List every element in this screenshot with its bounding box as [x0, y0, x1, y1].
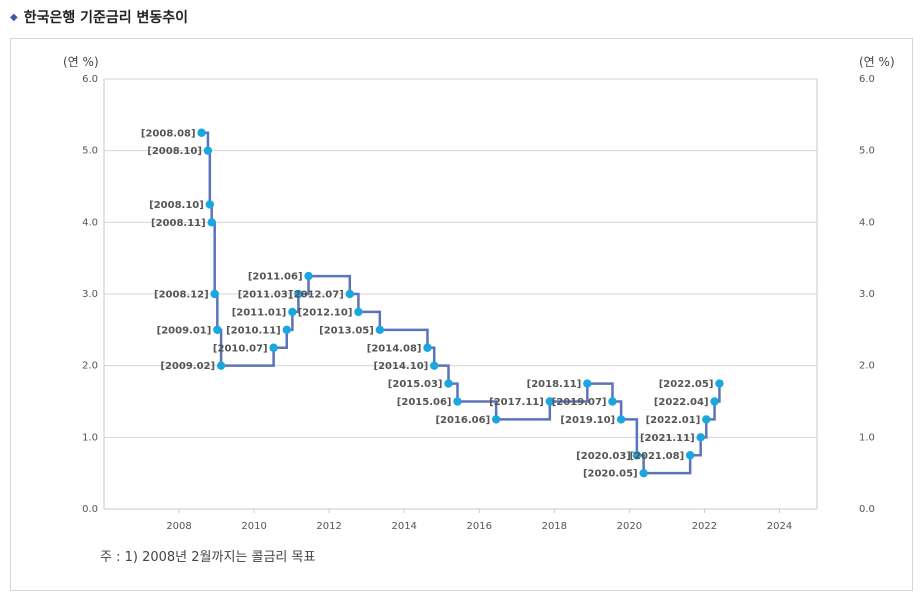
x-tick-label: 2010	[241, 521, 266, 532]
data-point-label: [2013.05]	[319, 325, 374, 336]
data-point	[583, 379, 592, 388]
data-point-label: [2016.06]	[435, 415, 490, 426]
x-tick-label: 2018	[542, 521, 567, 532]
diamond-bullet-icon: ◆	[10, 11, 18, 23]
y-axis-label-right: (연 %)	[859, 55, 895, 69]
rate-step-chart: 0.0 0.0 1.0 1.0 2.0 2.0 3.0 3.0 4.0 4.0 5.0 5.0 6.0 6…	[63, 55, 895, 532]
data-point-label: [2014.08]	[367, 343, 422, 354]
data-point	[639, 468, 648, 478]
y-tick-label-right: 4.0	[859, 217, 875, 228]
data-point	[702, 415, 711, 424]
data-point	[197, 128, 206, 137]
y-tick-label-left: 2.0	[82, 361, 98, 372]
data-point-label: [2011.01]	[232, 307, 287, 318]
data-point-label: [2008.10]	[147, 146, 202, 157]
data-point-label: [2008.11]	[151, 218, 206, 229]
x-tick-label: 2008	[166, 521, 191, 532]
data-point	[294, 289, 303, 299]
data-point	[375, 325, 385, 335]
y-axis-label-left: (연 %)	[63, 55, 99, 69]
data-point	[354, 307, 363, 317]
data-point-label: [2008.08]	[141, 128, 196, 139]
data-point-label: [2015.03]	[388, 379, 443, 390]
page-title-text: 한국은행 기준금리 변동추이	[23, 10, 189, 26]
page-title: ◆ 한국은행 기준금리 변동추이	[10, 6, 188, 28]
data-point	[423, 343, 432, 352]
data-point	[304, 271, 313, 281]
y-tick-label-left: 4.0	[82, 217, 98, 228]
data-point-label: [2020.05]	[583, 469, 638, 480]
data-point	[444, 379, 453, 388]
data-point-label: [2022.04]	[654, 397, 709, 408]
x-tick-label: 2016	[467, 521, 492, 532]
data-point-label: [2010.11]	[226, 325, 281, 336]
x-tick-label: 2020	[617, 521, 642, 532]
data-point-label: [2019.10]	[560, 415, 615, 426]
footnote: 주 : 1) 2008년 2월까지는 콜금리 목표	[100, 550, 316, 565]
data-point	[205, 200, 215, 209]
data-point-label: [2011.06]	[248, 272, 303, 283]
data-point-label: [2021.08]	[629, 451, 684, 462]
data-point-label: [2018.11]	[527, 379, 582, 390]
data-point-label: [2008.10]	[149, 200, 204, 211]
data-point-label: [2008.12]	[154, 290, 209, 301]
data-point	[213, 325, 222, 335]
chart-container: 0.0 0.0 1.0 1.0 2.0 2.0 3.0 3.0 4.0 4.0 5.0 5.0 6.0 6…	[10, 38, 913, 591]
data-point	[632, 451, 642, 460]
data-point	[491, 415, 501, 424]
y-tick-label-right: 2.0	[859, 361, 875, 372]
data-point-label: [2019.07]	[552, 397, 607, 408]
data-point	[715, 379, 724, 388]
y-tick-label-right: 0.0	[859, 504, 875, 515]
data-point-label: [2009.02]	[160, 361, 215, 372]
data-point	[210, 289, 219, 299]
data-point	[453, 397, 462, 406]
y-tick-label-right: 1.0	[859, 432, 875, 443]
data-point-label: [2022.01]	[646, 415, 701, 426]
y-tick-label-right: 3.0	[859, 289, 875, 300]
data-point-label: [2015.06]	[397, 397, 452, 408]
x-tick-label: 2014	[391, 521, 416, 532]
data-point-label: [2012.07]	[289, 290, 344, 301]
data-point	[545, 397, 555, 406]
y-tick-label-left: 0.0	[82, 504, 98, 515]
data-point	[288, 307, 297, 317]
x-tick-label: 2022	[692, 521, 717, 532]
x-tick-label: 2024	[767, 521, 792, 532]
data-point	[207, 218, 216, 227]
data-point	[269, 343, 278, 352]
data-point-label: [2012.10]	[298, 307, 353, 318]
data-point	[345, 289, 354, 299]
data-point-label: [2010.07]	[213, 343, 268, 354]
y-tick-label-left: 1.0	[82, 432, 98, 443]
data-point-label: [2009.01]	[157, 325, 212, 336]
data-point	[616, 415, 626, 424]
data-point	[203, 146, 213, 155]
data-point	[696, 433, 705, 442]
y-tick-label-left: 6.0	[82, 74, 98, 85]
data-point	[685, 451, 695, 460]
data-point	[608, 397, 617, 406]
data-point	[216, 361, 226, 370]
y-tick-label-left: 5.0	[82, 146, 98, 157]
data-point-label: [2014.10]	[374, 361, 429, 372]
data-point-label: [2021.11]	[640, 433, 695, 444]
x-tick-label: 2012	[316, 521, 341, 532]
data-point	[430, 361, 439, 370]
y-tick-label-right: 6.0	[859, 74, 875, 85]
data-point-label: [2011.03]	[238, 290, 293, 301]
data-point	[710, 397, 719, 406]
data-point-label: [2020.03]	[576, 451, 631, 462]
y-tick-label-right: 5.0	[859, 146, 875, 157]
data-point-label: [2017.11]	[489, 397, 544, 408]
data-point-label: [2022.05]	[659, 379, 714, 390]
data-point	[282, 325, 291, 335]
y-tick-label-left: 3.0	[82, 289, 98, 300]
